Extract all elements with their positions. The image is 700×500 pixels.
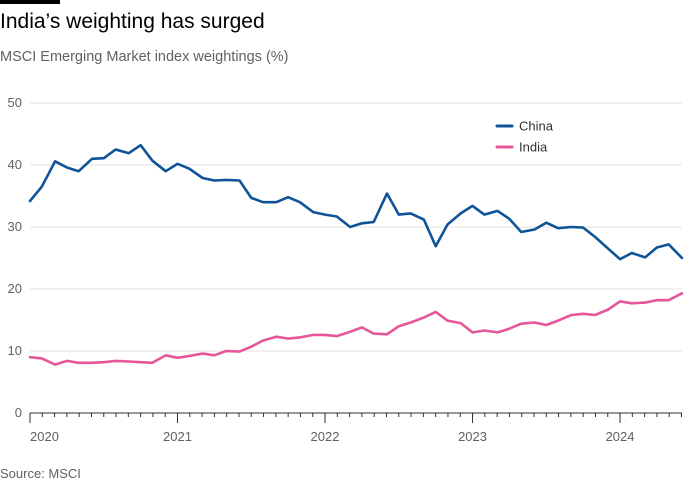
x-tick-label-2022: 2022	[311, 429, 340, 444]
y-tick-label-50: 50	[8, 95, 22, 110]
x-tick-label-2020: 2020	[30, 429, 59, 444]
chart-title: India’s weighting has surged	[0, 10, 265, 33]
y-tick-label-20: 20	[8, 281, 22, 296]
series-line-china	[28, 143, 684, 261]
x-tick-label-2023: 2023	[458, 429, 487, 444]
y-tick-label-0: 0	[15, 405, 22, 420]
x-tick-label-2024: 2024	[606, 429, 635, 444]
chart-subtitle: MSCI Emerging Market index weightings (%…	[0, 49, 289, 65]
x-tick-label-2021: 2021	[163, 429, 192, 444]
y-tick-label-30: 30	[8, 219, 22, 234]
brand-bar	[0, 0, 60, 4]
legend-label-china: China	[519, 119, 554, 134]
y-tick-label-40: 40	[8, 157, 22, 172]
series-line-india	[28, 292, 684, 366]
y-tick-label-10: 10	[8, 343, 22, 358]
source-note: Source: MSCI	[0, 466, 81, 481]
legend-label-india: India	[519, 140, 548, 155]
